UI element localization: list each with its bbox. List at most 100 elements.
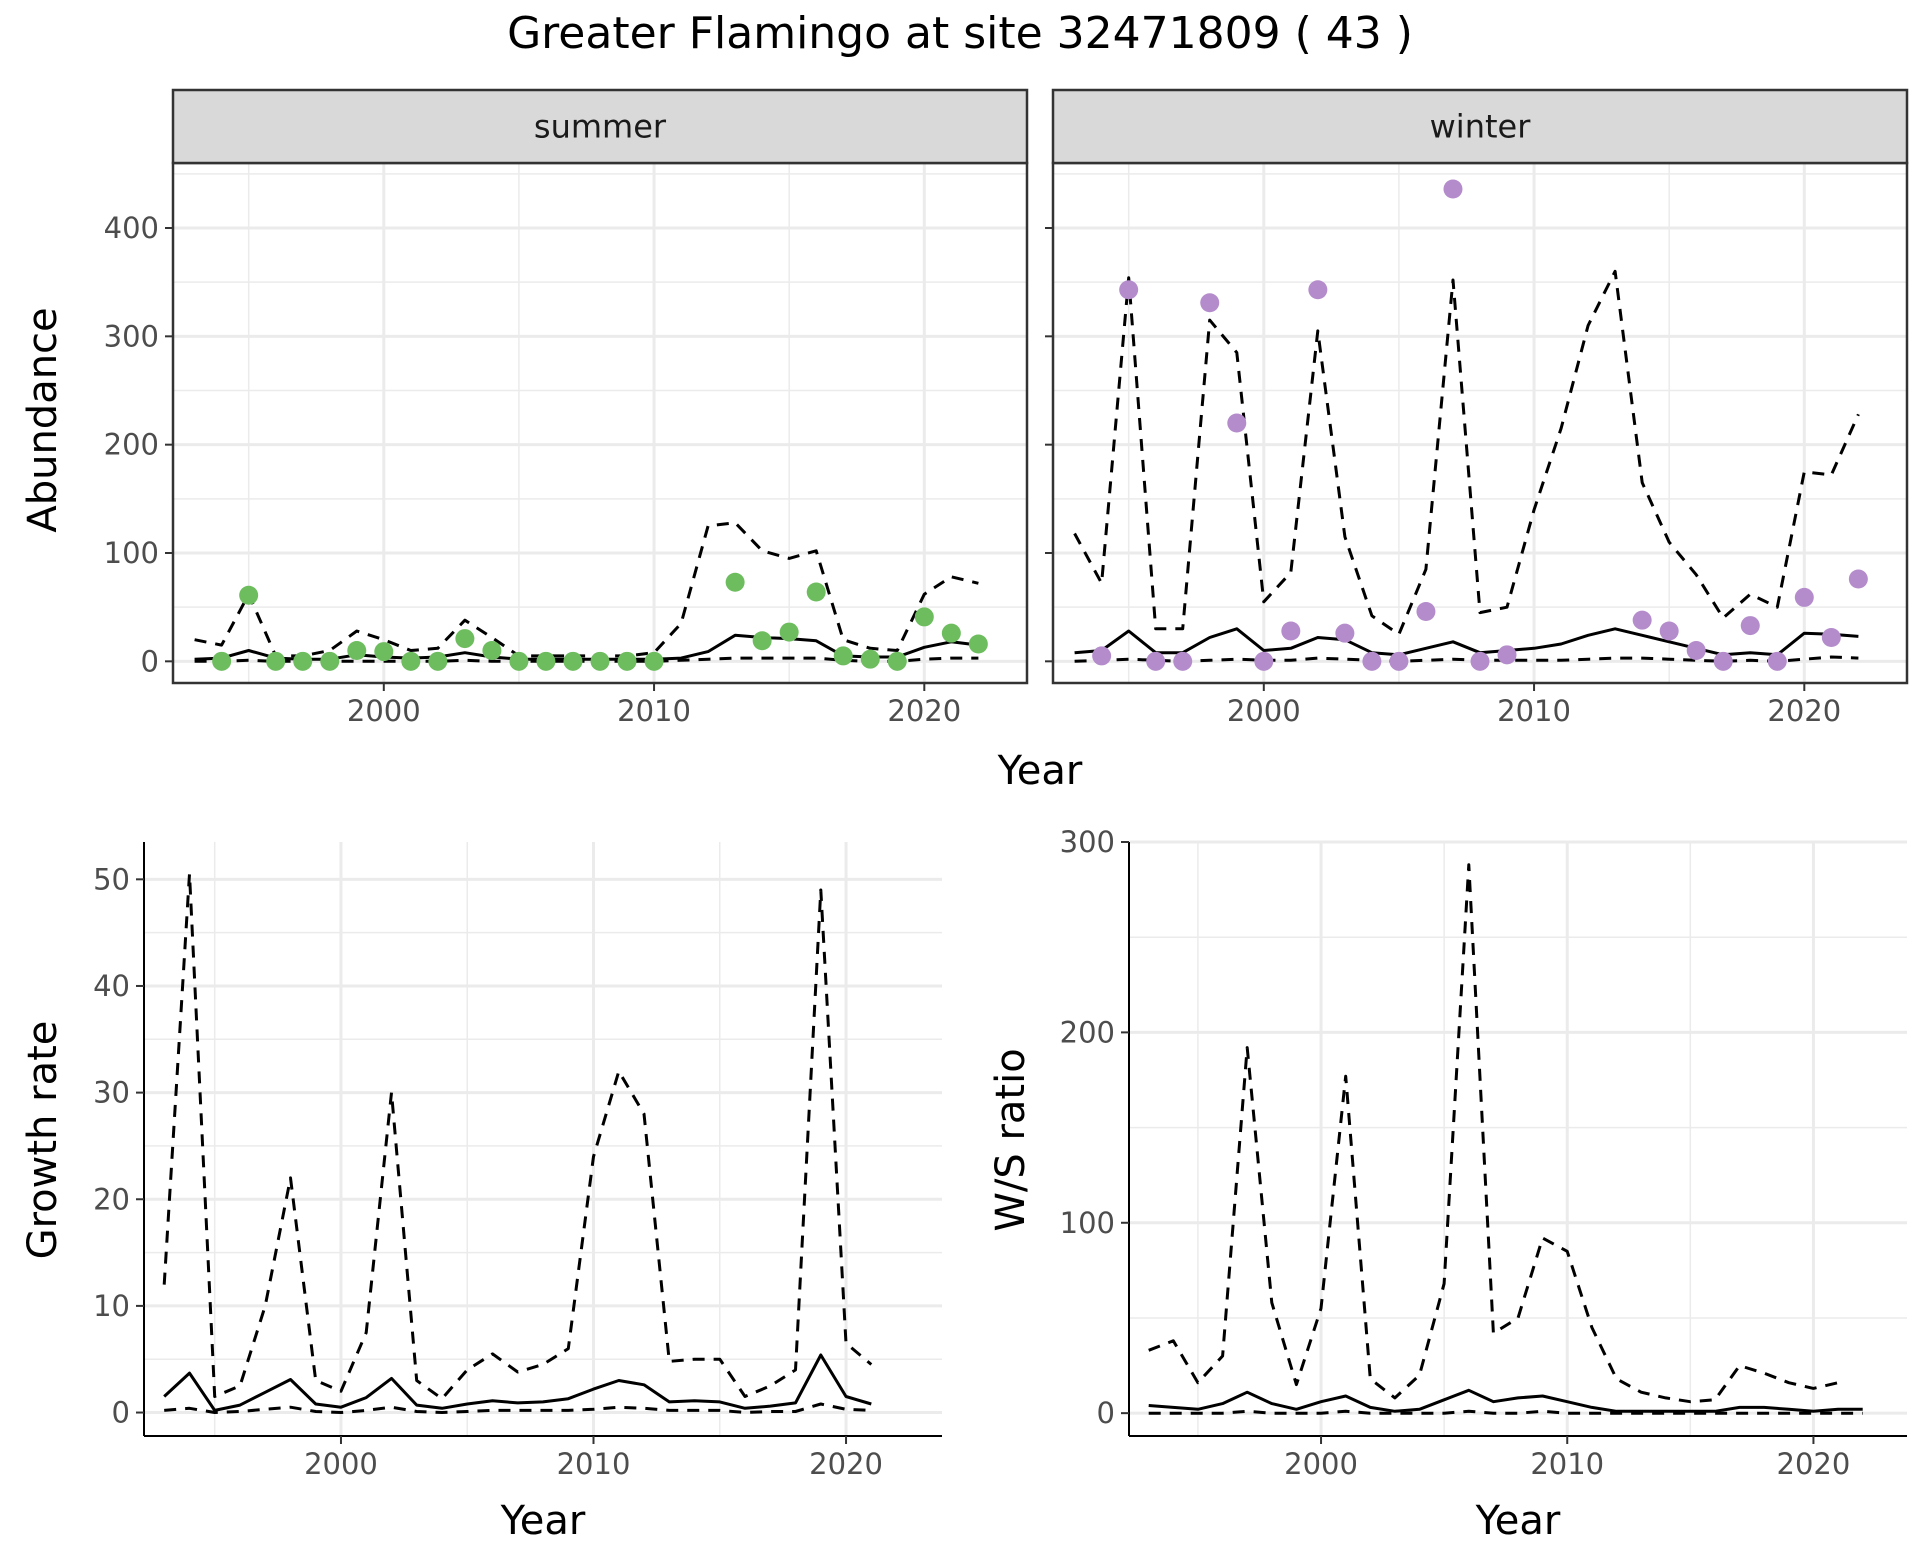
y-tick-label: 100 xyxy=(1060,1206,1115,1240)
data-point xyxy=(1335,623,1355,643)
data-point xyxy=(455,629,475,649)
data-point xyxy=(779,622,799,642)
data-point xyxy=(401,651,421,671)
growth-rate-x-axis-title: Year xyxy=(500,1498,586,1544)
panel-growth-rate: 2000 2010 2020 0 10 20 30 40 50 xyxy=(93,842,942,1481)
data-point xyxy=(887,651,907,671)
x-tick-label: 2000 xyxy=(304,1447,378,1481)
data-point xyxy=(941,623,961,643)
data-point xyxy=(644,651,664,671)
data-point xyxy=(1767,651,1787,671)
y-tick-label: 300 xyxy=(1060,825,1115,859)
facet-strip xyxy=(171,88,1029,165)
data-point xyxy=(725,572,745,592)
ws-ratio-chart: 2000 2010 2020 0 100 200 300 W/S ratio Year xyxy=(988,825,1907,1544)
growth-rate-y-axis-title: Growth rate xyxy=(20,1021,66,1260)
data-point xyxy=(833,646,853,666)
ws-ratio-x-axis-title: Year xyxy=(1475,1498,1561,1544)
data-point xyxy=(1659,621,1679,641)
facet-strip-label: summer xyxy=(534,108,667,146)
y-tick-label: 20 xyxy=(93,1182,130,1216)
data-point xyxy=(914,607,934,627)
data-point xyxy=(617,651,637,671)
growth-rate-chart: 2000 2010 2020 0 10 20 30 40 50 Growth rate Year xyxy=(20,842,942,1544)
x-tick-label: 2020 xyxy=(809,1447,883,1481)
y-tick-label: 50 xyxy=(93,862,130,896)
data-point xyxy=(860,649,880,669)
data-point xyxy=(1308,280,1328,300)
abundance-x-axis-title: Year xyxy=(997,748,1083,794)
y-tick-label: 400 xyxy=(104,211,159,245)
data-point xyxy=(563,651,583,671)
x-tick-label: 2020 xyxy=(887,694,961,728)
facet-strip xyxy=(1051,88,1909,165)
data-point xyxy=(1200,293,1220,313)
data-point xyxy=(1713,651,1733,671)
x-tick-label: 2010 xyxy=(617,694,691,728)
y-tick-label: 200 xyxy=(104,428,159,462)
data-point xyxy=(1443,179,1463,199)
data-point xyxy=(1497,645,1517,665)
y-tick-label: 100 xyxy=(104,536,159,570)
abundance-facets: summer 2000 2010 2020 0 100 200 300 400 winter 20… xyxy=(20,88,1909,794)
data-point xyxy=(428,651,448,671)
panel-background xyxy=(1129,842,1907,1436)
y-tick-label: 10 xyxy=(93,1289,130,1323)
data-point xyxy=(1794,587,1814,607)
data-point xyxy=(1686,641,1706,660)
data-point xyxy=(1848,569,1868,589)
y-tick-label: 30 xyxy=(93,1076,130,1110)
data-point xyxy=(1821,628,1841,647)
data-point xyxy=(347,641,367,660)
y-tick-label: 40 xyxy=(93,969,130,1003)
data-point xyxy=(1740,616,1760,636)
data-point xyxy=(1632,610,1652,630)
data-point xyxy=(1416,602,1436,621)
x-tick-label: 2010 xyxy=(1530,1447,1604,1481)
upper-bound-line xyxy=(162,872,873,1401)
panel-ws-ratio: 2000 2010 2020 0 100 200 300 xyxy=(1060,825,1907,1481)
x-tick-label: 2000 xyxy=(1227,694,1301,728)
data-point xyxy=(536,651,556,671)
facet-strip-label: winter xyxy=(1430,108,1532,146)
data-point xyxy=(1119,280,1139,300)
lower-bound-line xyxy=(1148,1409,1863,1415)
data-point xyxy=(1092,646,1112,666)
x-tick-label: 2020 xyxy=(1777,1447,1851,1481)
data-point xyxy=(239,585,259,605)
data-point xyxy=(320,651,340,671)
estimate-line xyxy=(1148,1388,1863,1413)
data-point xyxy=(293,651,313,671)
x-tick-label: 2000 xyxy=(347,694,421,728)
upper-bound-line xyxy=(194,521,979,658)
y-tick-label: 0 xyxy=(1097,1396,1115,1430)
data-point xyxy=(806,582,826,602)
data-point xyxy=(1470,651,1490,671)
data-point xyxy=(266,651,286,671)
data-point xyxy=(1362,651,1382,671)
y-tick-label: 200 xyxy=(1060,1015,1115,1049)
upper-bound-line xyxy=(1073,269,1860,636)
data-point xyxy=(1227,413,1247,433)
data-point xyxy=(1146,651,1166,671)
y-tick-label: 300 xyxy=(104,319,159,353)
data-point xyxy=(752,631,772,651)
data-point xyxy=(482,641,502,660)
panel-winter: winter 2000 2010 2020 xyxy=(1045,88,1909,728)
ws-ratio-y-axis-title: W/S ratio xyxy=(988,1048,1034,1231)
data-point xyxy=(1173,651,1193,671)
upper-bound-line xyxy=(1148,863,1839,1404)
data-point xyxy=(212,651,232,671)
data-point xyxy=(1254,651,1274,671)
data-point xyxy=(509,651,529,671)
x-tick-label: 2020 xyxy=(1767,694,1841,728)
lower-bound-line xyxy=(164,1402,872,1414)
data-point xyxy=(1281,621,1301,641)
panel-background xyxy=(173,163,1027,683)
abundance-y-axis-title: Abundance xyxy=(20,307,66,532)
x-tick-label: 2010 xyxy=(557,1447,631,1481)
y-tick-label: 0 xyxy=(141,644,159,678)
y-tick-label: 0 xyxy=(112,1396,130,1430)
data-point xyxy=(1389,651,1409,671)
